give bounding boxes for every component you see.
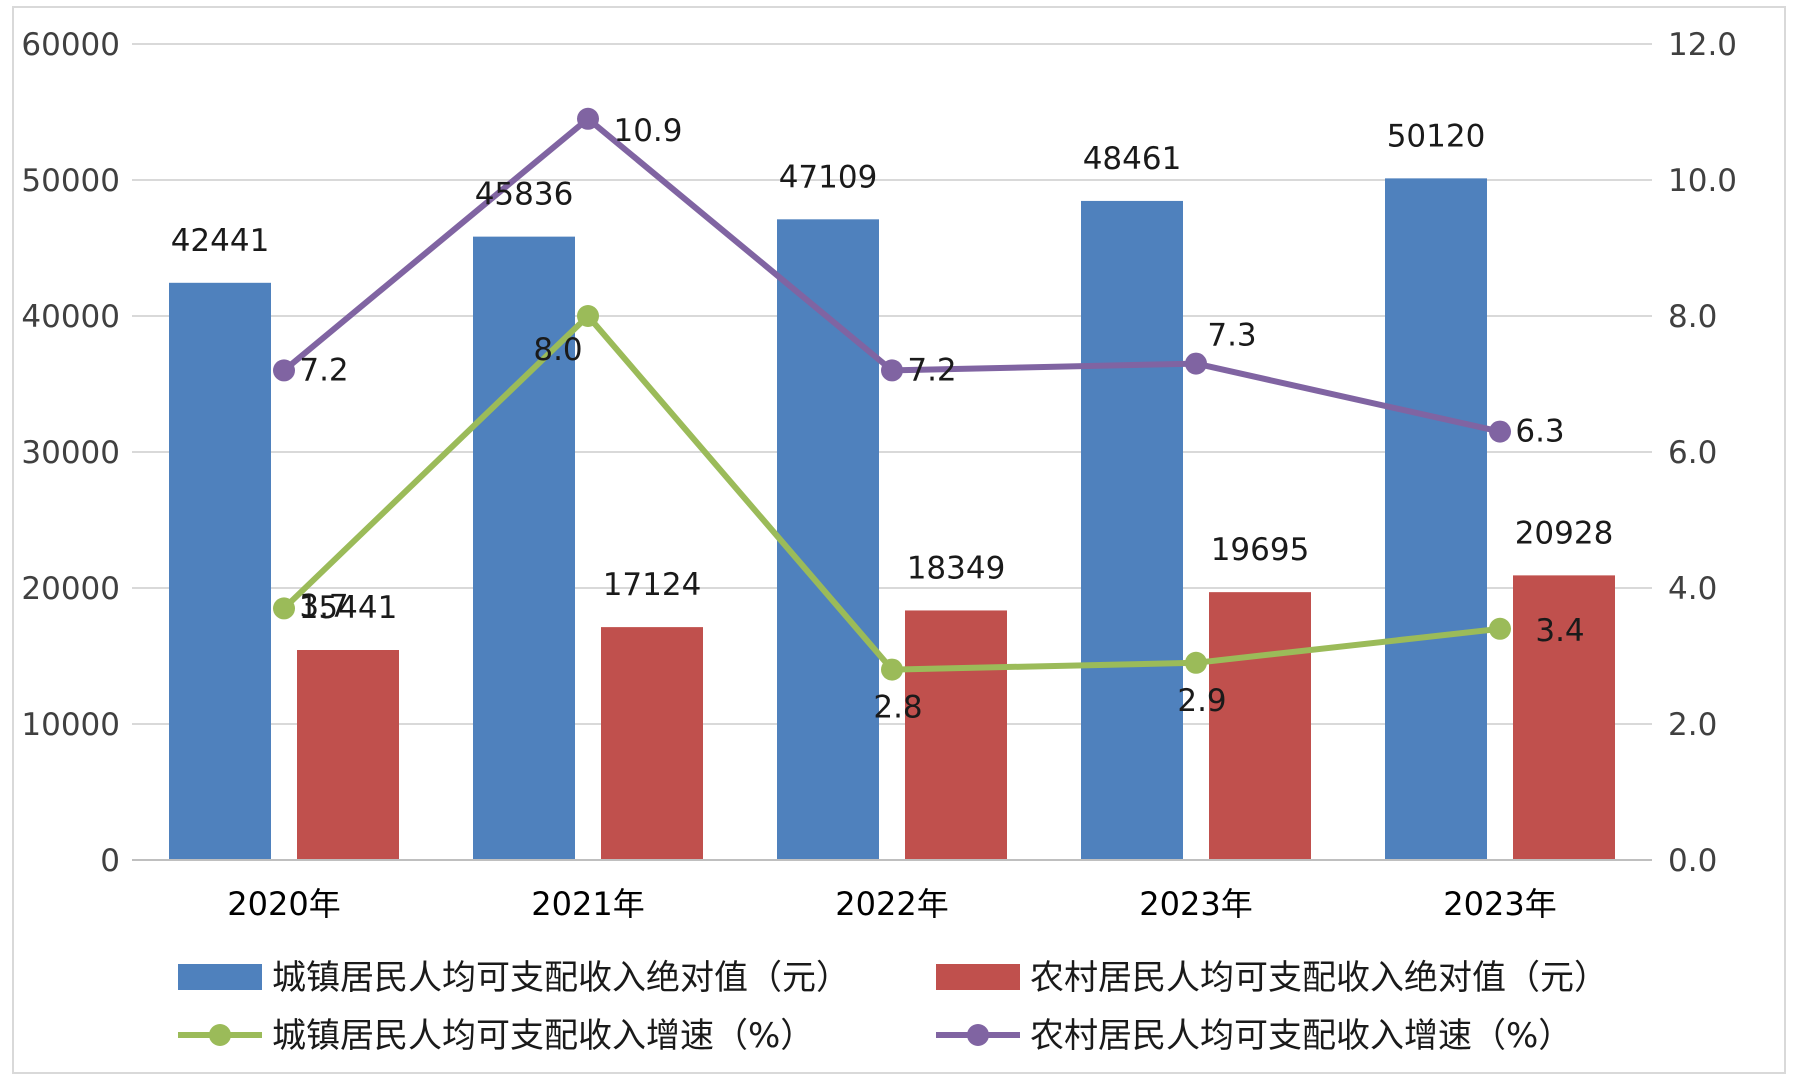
bar-value-label: 19695 [1211, 532, 1310, 568]
bar-value-label: 48461 [1083, 141, 1182, 177]
legend-label: 城镇居民人均可支配收入增速（%） [272, 1016, 814, 1056]
legend-marker [209, 1024, 231, 1046]
bar-value-label: 20928 [1515, 515, 1614, 551]
y-left-tick-label: 0 [100, 843, 120, 879]
series-point [881, 658, 903, 681]
y-left-tick-label: 20000 [21, 571, 120, 607]
x-tick-label: 2022年 [835, 885, 948, 923]
y-right-tick-label: 6.0 [1668, 435, 1717, 471]
bar [1385, 178, 1487, 861]
y-left-tick-label: 60000 [21, 27, 120, 63]
series-point [273, 597, 295, 620]
bar-value-label: 45836 [475, 177, 574, 213]
series-point [1185, 651, 1207, 674]
x-tick-label: 2021年 [531, 885, 644, 923]
legend: 城镇居民人均可支配收入绝对值（元） 农村居民人均可支配收入绝对值（元） 城镇居民人均… [178, 958, 1608, 1056]
line-value-label: 3.7 [299, 588, 348, 624]
y-right-tick-label: 8.0 [1668, 299, 1717, 335]
line-value-label: 8.0 [533, 332, 582, 368]
series-point [881, 359, 903, 382]
x-tick-label: 2023年 [1139, 885, 1252, 923]
y-right-tick-label: 2.0 [1668, 707, 1717, 743]
y-right-tick-label: 0.0 [1668, 843, 1717, 879]
series-point [577, 107, 599, 130]
line-value-label: 7.3 [1207, 318, 1256, 354]
x-tick-label: 2020年 [227, 885, 340, 923]
y-left-tick-label: 10000 [21, 707, 120, 743]
y-left-tick-label: 30000 [21, 435, 120, 471]
data-labels: 42441 45836 47109 48461 50120 15441 17124 18349… [171, 113, 1614, 726]
bar [1513, 575, 1615, 860]
bar-value-label: 17124 [603, 567, 702, 603]
bar [169, 282, 271, 861]
line-value-label: 10.9 [613, 113, 682, 149]
chart-frame [12, 6, 1786, 1074]
series-line [282, 115, 1501, 435]
bar [601, 627, 703, 860]
legend-label: 农村居民人均可支配收入增速（%） [1030, 1016, 1572, 1056]
bar-value-label: 42441 [171, 223, 270, 259]
series-point [1489, 420, 1511, 443]
legend-label: 农村居民人均可支配收入绝对值（元） [1030, 958, 1608, 998]
series-point [1489, 617, 1511, 640]
x-tick-label: 2023年 [1443, 885, 1556, 923]
series-point [1185, 352, 1207, 375]
line-value-label: 3.4 [1535, 613, 1584, 649]
bar-value-label: 47109 [779, 159, 878, 195]
axes: 0 0.0 10000 2.0 20000 4.0 30000 6.0 40000 8.0 5000… [21, 27, 1737, 923]
bar [777, 219, 879, 860]
bar [905, 610, 1007, 860]
legend-swatch [178, 964, 262, 990]
series-point [577, 305, 599, 327]
line-value-label: 2.8 [873, 690, 922, 726]
line-value-label: 6.3 [1515, 414, 1564, 450]
y-left-tick-label: 50000 [21, 163, 120, 199]
y-right-tick-label: 10.0 [1668, 163, 1737, 199]
line-value-label: 2.9 [1177, 683, 1226, 719]
legend-label: 城镇居民人均可支配收入绝对值（元） [272, 958, 850, 998]
bar [473, 236, 575, 861]
bar-value-label: 50120 [1387, 118, 1486, 154]
series-point [273, 359, 295, 382]
bar [297, 650, 399, 860]
y-left-tick-label: 40000 [21, 299, 120, 335]
bar [1209, 592, 1311, 860]
line-value-label: 7.2 [907, 352, 956, 388]
y-right-tick-label: 12.0 [1668, 27, 1737, 63]
legend-swatch [936, 964, 1020, 990]
legend-marker [967, 1024, 989, 1046]
bar-series [169, 178, 1615, 861]
line-value-label: 7.2 [299, 352, 348, 388]
bar-value-label: 18349 [907, 550, 1006, 586]
bar-value-label: 15441 [299, 590, 398, 626]
y-right-tick-label: 4.0 [1668, 571, 1717, 607]
line-series [273, 107, 1511, 681]
bar [1081, 200, 1183, 860]
